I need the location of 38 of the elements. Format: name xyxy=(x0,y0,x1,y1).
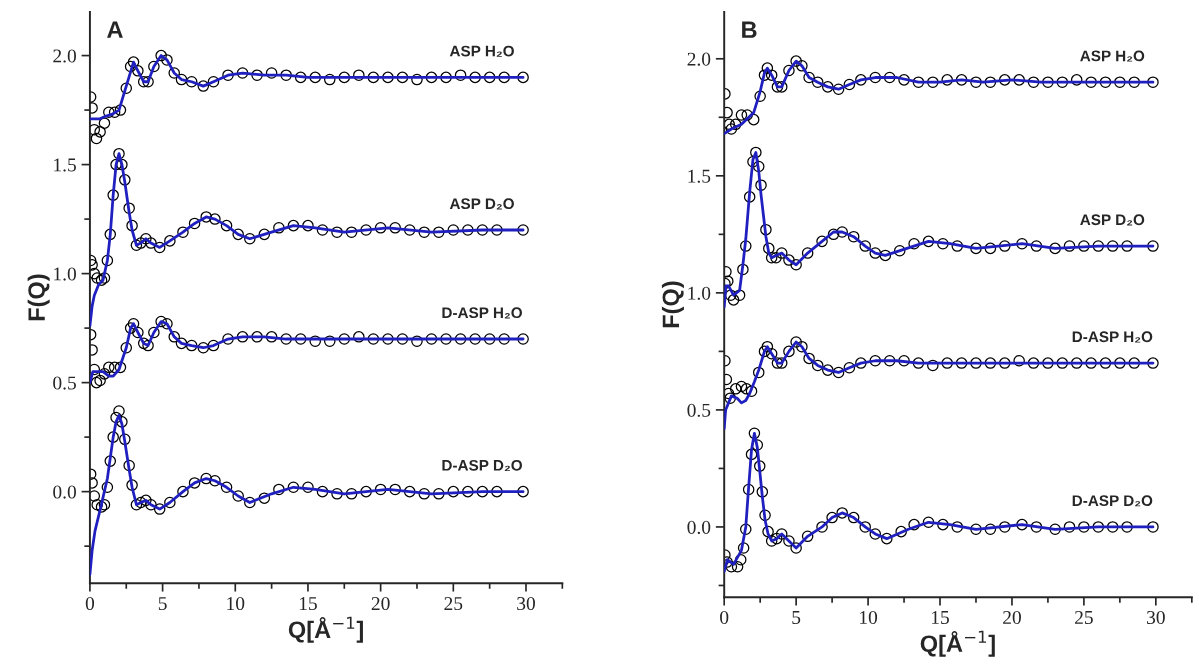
series-label: D-ASP H₂O xyxy=(442,307,522,319)
y-tick-label: 2.0 xyxy=(687,52,711,66)
x-tick-label: 10 xyxy=(860,610,878,625)
x-tick-label: 5 xyxy=(792,611,801,625)
series-label: ASP D₂O xyxy=(449,198,514,210)
x-tick-label: 25 xyxy=(444,597,463,611)
y-axis-title: F(Q) xyxy=(27,274,50,321)
x-tick-label: 20 xyxy=(371,596,390,611)
y-tick-label: 1.0 xyxy=(54,267,76,281)
y-tick-label: 0.0 xyxy=(53,485,76,499)
x-tick-label: 25 xyxy=(1075,610,1093,625)
x-axis-title: Q[Å$^{−1}$] xyxy=(920,630,995,657)
series-label: ASP H₂O xyxy=(1080,50,1145,62)
y-tick-label: 1.5 xyxy=(688,169,711,183)
y-tick-label: 1.0 xyxy=(688,286,711,300)
x-tick-label: 5 xyxy=(158,597,167,611)
x-tick-label: 0 xyxy=(720,610,729,625)
x-axis-title: Q[Å$^{−1}$] xyxy=(288,616,363,643)
x-tick-label: 10 xyxy=(227,596,245,611)
x-tick-label: 15 xyxy=(299,597,317,611)
series-label: D-ASP D₂O xyxy=(1072,495,1153,507)
chart-title: A xyxy=(107,21,123,38)
y-tick-label: 1.5 xyxy=(54,158,76,172)
y-tick-label: 0.0 xyxy=(687,520,711,534)
x-tick-label: 30 xyxy=(517,596,535,611)
series-label: D-ASP H₂O xyxy=(1072,331,1153,343)
series-label: D-ASP D₂O xyxy=(442,459,522,472)
y-tick-label: 0.5 xyxy=(53,376,76,390)
y-tick-label: 2.0 xyxy=(53,49,76,63)
series-label: ASP H₂O xyxy=(449,45,514,57)
x-tick-label: 15 xyxy=(932,611,949,625)
y-axis-title: F(Q) xyxy=(661,281,684,328)
x-tick-label: 30 xyxy=(1147,610,1165,625)
x-tick-label: 0 xyxy=(85,596,95,611)
x-tick-label: 20 xyxy=(1003,610,1021,625)
series-label: ASP D₂O xyxy=(1080,214,1145,226)
y-tick-label: 0.5 xyxy=(687,403,711,417)
chart-title: B xyxy=(742,21,757,38)
